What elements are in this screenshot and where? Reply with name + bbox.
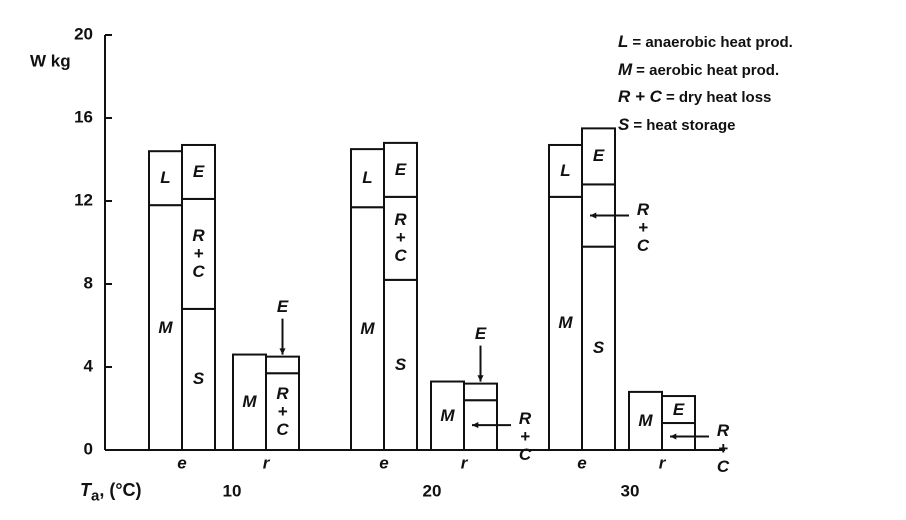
segment-label: E	[592, 146, 605, 166]
bar-segment	[463, 382, 498, 402]
legend-entry: R + C = dry heat loss	[618, 87, 793, 115]
bar-segment	[581, 127, 616, 186]
segment-label: E	[192, 161, 205, 181]
segment-label: M	[242, 392, 257, 412]
legend-text: = anaerobic heat prod.	[632, 34, 793, 51]
segment-label: M	[558, 313, 573, 333]
y-tick-label: 8	[84, 273, 93, 292]
bar-segment	[350, 148, 385, 209]
y-tick-label: 0	[84, 439, 93, 458]
y-tick-label: 4	[84, 356, 94, 375]
x-category-label: e	[177, 453, 186, 472]
x-group-label: 30	[621, 481, 640, 500]
bar-segment	[181, 307, 216, 451]
x-category-label: e	[577, 453, 586, 472]
bar-segment	[148, 204, 183, 451]
legend-entry: M = aerobic heat prod.	[618, 60, 793, 88]
legend-key: S	[618, 114, 630, 134]
bar-segment	[548, 143, 583, 198]
segment-label: E	[672, 399, 685, 419]
legend-entry: L = anaerobic heat prod.	[618, 32, 793, 60]
y-tick-label: 20	[74, 24, 93, 43]
segment-label: R + C	[716, 420, 730, 476]
legend-key: L	[618, 32, 629, 51]
x-category-label: r	[263, 453, 271, 472]
x-label-rest: , (°C)	[99, 480, 142, 500]
legend-text: = dry heat loss	[665, 89, 772, 106]
segment-label: R + C	[518, 409, 532, 465]
legend: L = anaerobic heat prod. M = aerobic heat p…	[618, 32, 793, 142]
x-label-main: T	[80, 480, 91, 500]
y-axis-label: W kg	[30, 51, 71, 70]
segment-label: E	[276, 296, 289, 316]
segment-label: R + C	[276, 383, 289, 439]
bar-segment	[661, 395, 696, 425]
segment-label: S	[592, 338, 605, 358]
segment-label: M	[158, 317, 173, 337]
y-tick-label: 12	[74, 190, 93, 209]
legend-text: = heat storage	[633, 116, 736, 134]
segment-label: L	[362, 168, 373, 188]
segment-label: L	[560, 160, 571, 180]
x-group-label: 10	[223, 481, 242, 500]
segment-label: R + C	[394, 210, 407, 266]
bar-segment	[181, 197, 216, 310]
segment-label: S	[192, 369, 205, 389]
segment-label: E	[394, 159, 407, 179]
arrow-head	[279, 348, 286, 355]
bar-segment	[181, 143, 216, 200]
segment-label: R + C	[636, 199, 650, 255]
segment-label: S	[394, 354, 407, 374]
x-category-label: r	[461, 453, 469, 472]
arrow-head	[477, 375, 484, 382]
legend-key: M	[618, 59, 633, 79]
segment-label: L	[160, 168, 171, 188]
bar-segment	[383, 195, 418, 281]
bar-segment	[148, 150, 183, 207]
bar-segment	[265, 355, 300, 375]
segment-label: M	[440, 405, 455, 425]
x-category-label: r	[659, 453, 667, 472]
bar-segment	[383, 141, 418, 198]
arrow-head	[472, 422, 479, 429]
arrow-head	[670, 433, 677, 440]
y-tick-label: 16	[74, 107, 93, 126]
segment-label: R + C	[192, 225, 205, 281]
segment-label: M	[360, 318, 375, 338]
segment-label: E	[474, 323, 487, 343]
legend-entry: S = heat storage	[618, 115, 793, 143]
x-group-label: 20	[423, 481, 442, 500]
legend-key: R + C	[618, 87, 662, 106]
legend-text: = aerobic heat prod.	[636, 61, 780, 79]
arrow-head	[590, 212, 597, 219]
x-label-sub: a	[91, 487, 100, 505]
segment-label: M	[638, 410, 653, 430]
x-axis-label: Ta, (°C)	[80, 480, 142, 505]
x-category-label: e	[379, 453, 388, 472]
